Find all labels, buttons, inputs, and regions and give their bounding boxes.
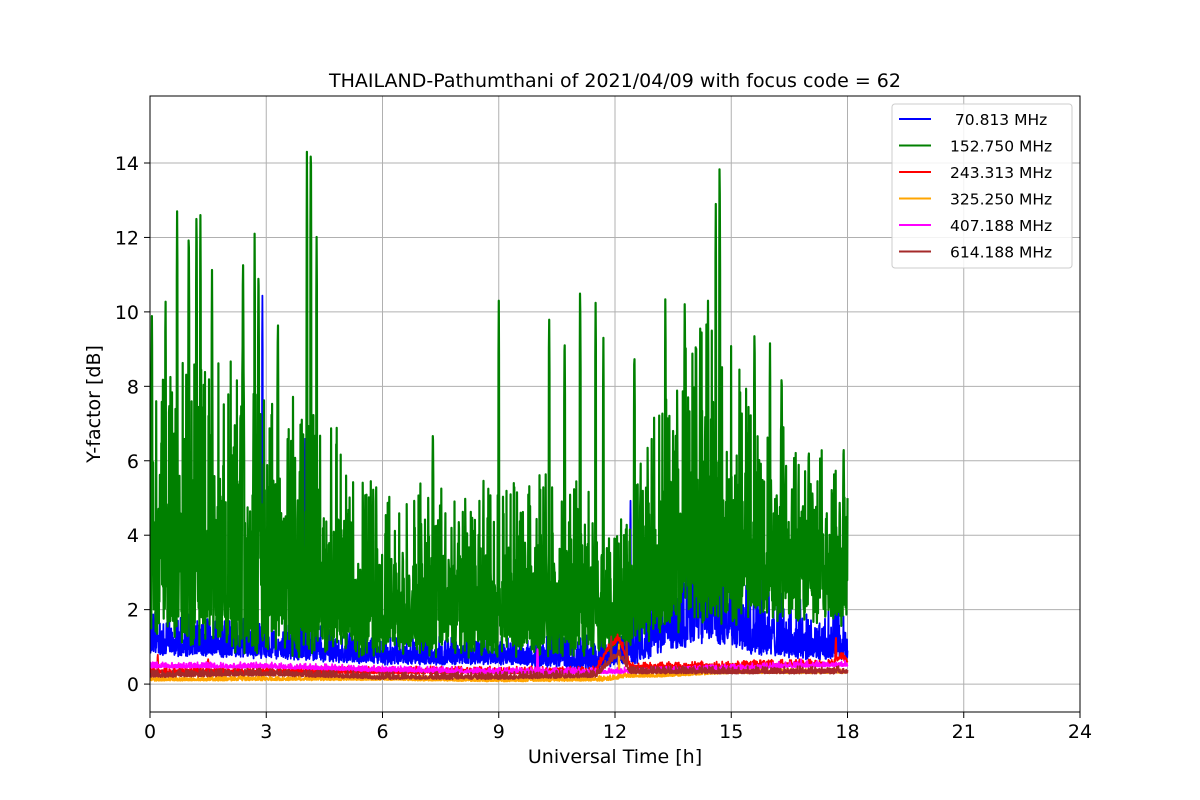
legend-label: 614.188 MHz xyxy=(950,244,1052,262)
legend: 70.813 MHz 152.750 MHz 243.313 MHz 325.250 … xyxy=(891,103,1073,269)
x-tick-label: 9 xyxy=(493,721,505,743)
series-line xyxy=(150,635,849,681)
series-lines xyxy=(150,150,849,683)
x-tick-label: 18 xyxy=(835,721,859,743)
y-tick-label: 8 xyxy=(127,376,139,398)
y-tick-label: 2 xyxy=(127,600,139,622)
legend-label: 70.813 MHz xyxy=(950,111,1047,129)
x-tick-label: 6 xyxy=(376,721,388,743)
series-line xyxy=(150,648,849,675)
series-line xyxy=(150,150,849,659)
x-tick-label: 3 xyxy=(260,721,272,743)
y-tick-label: 0 xyxy=(127,674,139,696)
legend-label: 407.188 MHz xyxy=(950,217,1052,235)
legend-label: 152.750 MHz xyxy=(950,138,1052,156)
x-tick-label: 12 xyxy=(603,721,627,743)
legend-frame xyxy=(891,103,1073,269)
y-tick-label: 10 xyxy=(115,302,139,324)
y-tick-label: 6 xyxy=(127,451,139,473)
y-tick-label: 12 xyxy=(115,227,139,249)
legend-label: 243.313 MHz xyxy=(950,164,1052,182)
x-tick-label: 0 xyxy=(144,721,156,743)
x-tick-label: 24 xyxy=(1068,721,1092,743)
y-tick-label: 14 xyxy=(115,153,139,175)
legend-label: 325.250 MHz xyxy=(950,191,1052,209)
chart-title: THAILAND-Pathumthani of 2021/04/09 with … xyxy=(328,70,901,92)
x-tick-label: 15 xyxy=(719,721,743,743)
x-axis-title: Universal Time [h] xyxy=(528,746,702,768)
y-tick-label: 4 xyxy=(127,525,139,547)
y-axis-title: Y-factor [dB] xyxy=(83,345,105,464)
x-tick-label: 21 xyxy=(952,721,976,743)
